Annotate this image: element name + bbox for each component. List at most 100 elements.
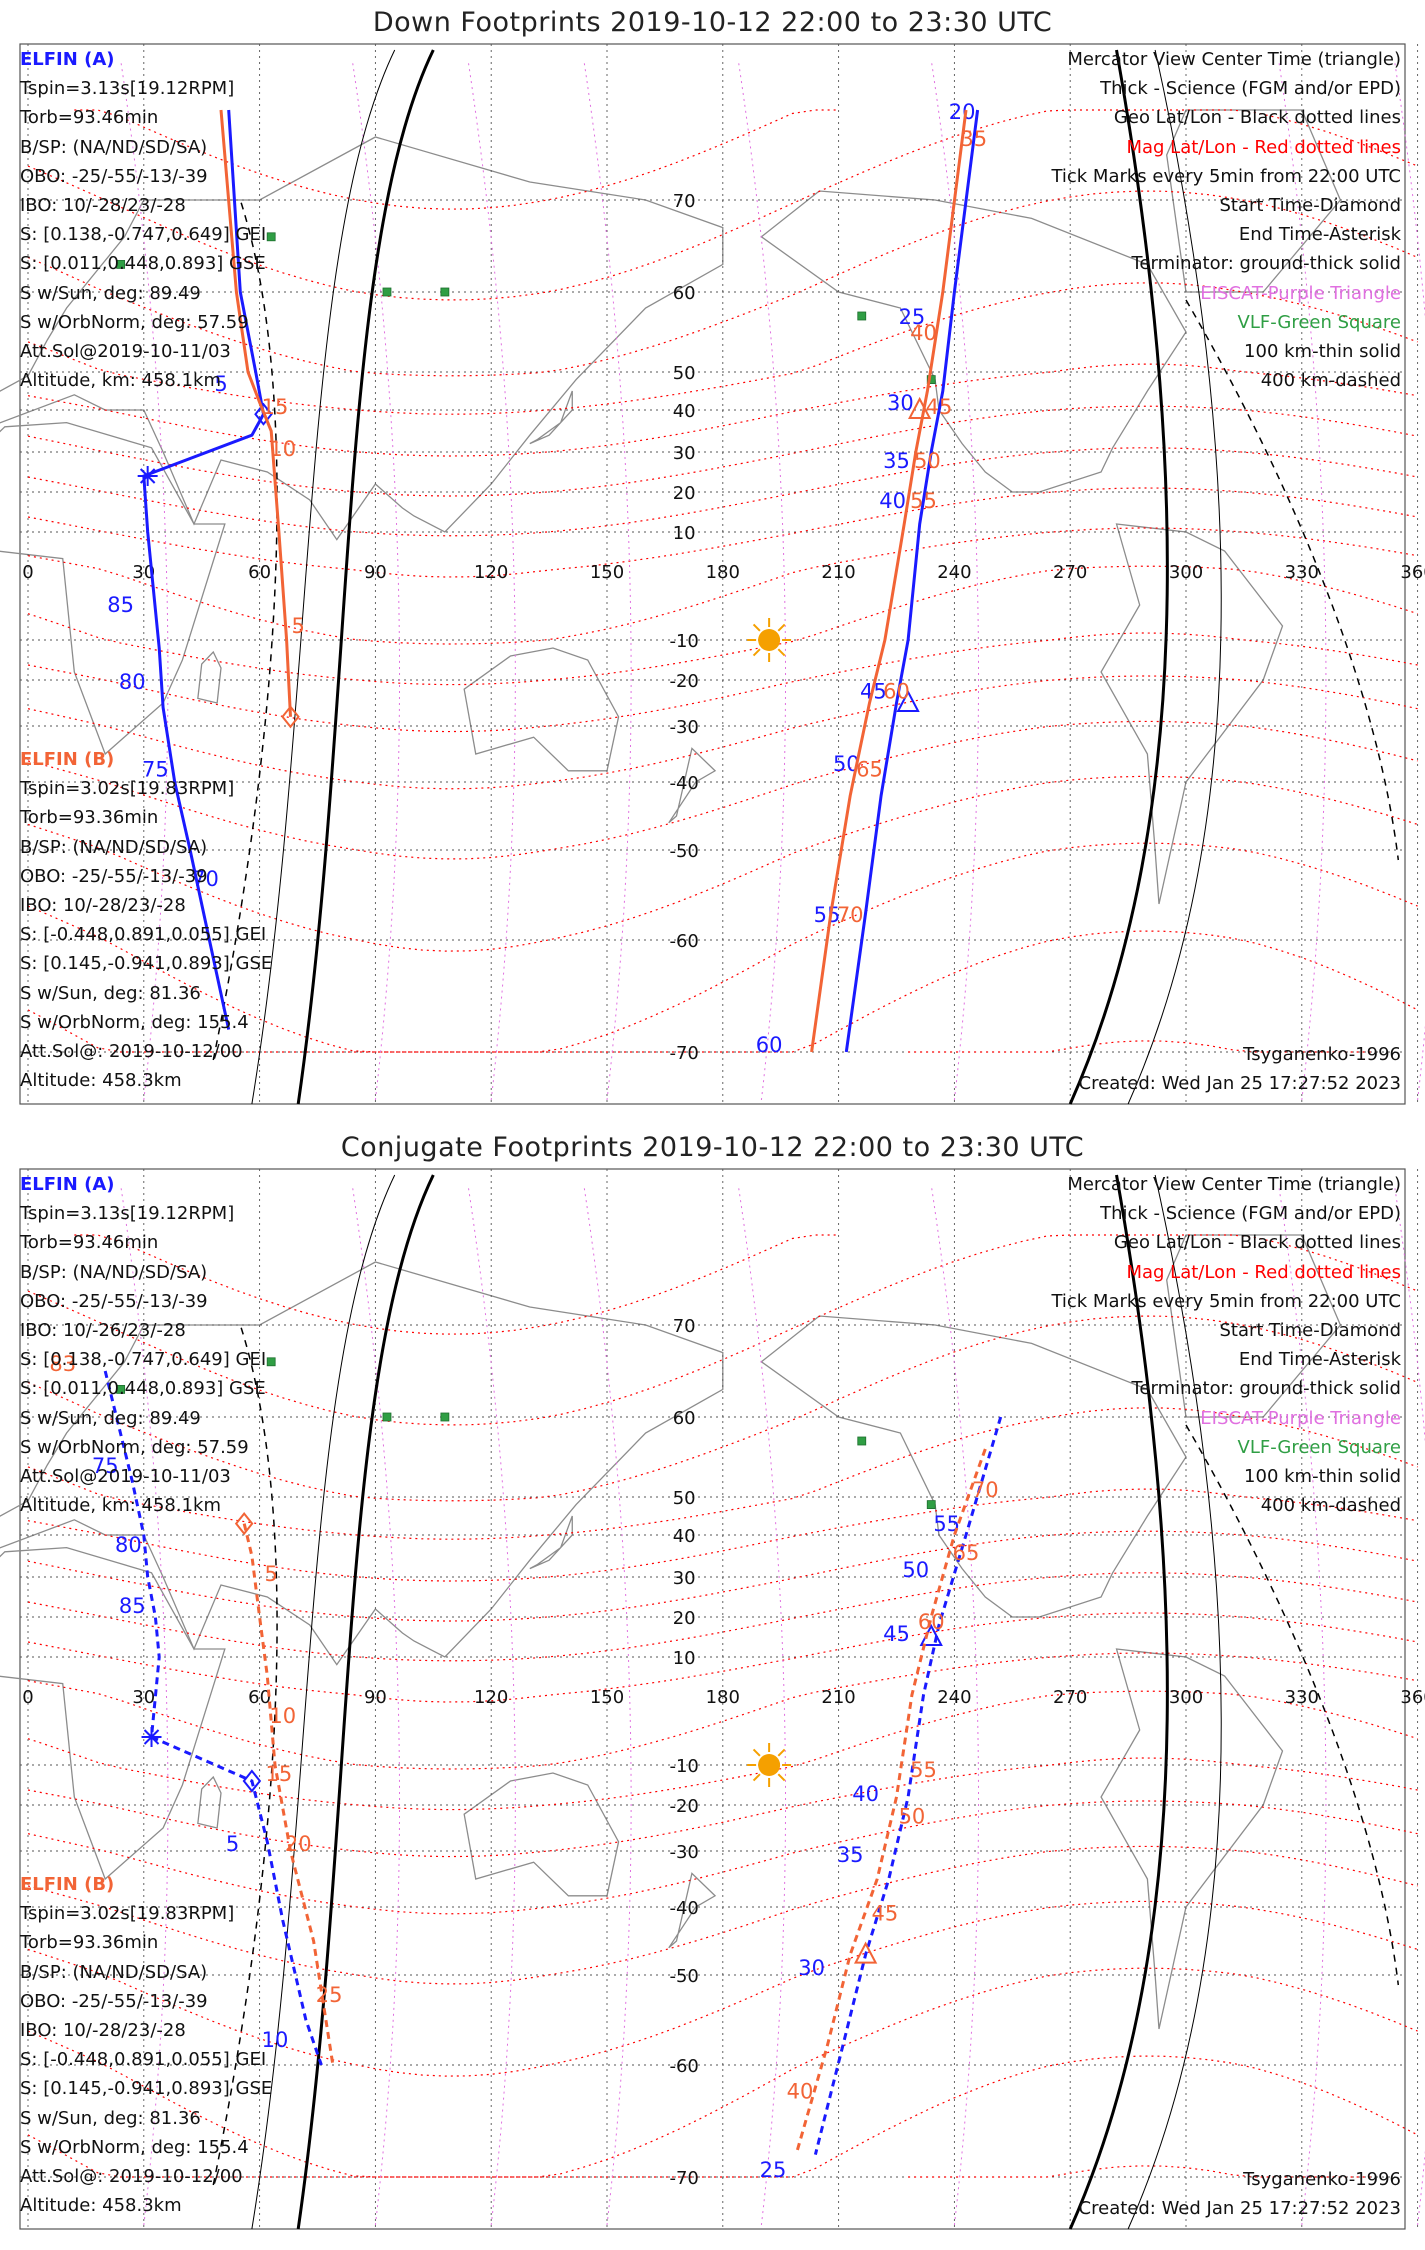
lon-tick-label: 180 bbox=[706, 1687, 740, 1708]
lon-tick-label: 30 bbox=[132, 562, 155, 583]
mag-lat-line bbox=[27, 1690, 1418, 1811]
lat-tick-label: 50 bbox=[673, 363, 696, 384]
mag-meridian bbox=[737, 1184, 787, 2226]
terminator-thick bbox=[296, 49, 435, 1105]
lon-tick-label: 360 bbox=[1400, 562, 1425, 583]
mag-meridian bbox=[120, 1184, 169, 2226]
legend-center-time: Mercator View Center Time (triangle) bbox=[1067, 1174, 1401, 1195]
conjugate-footprints-panel: Conjugate Footprints 2019-10-12 22:00 to… bbox=[0, 1125, 1425, 2250]
lon-tick-label: 0 bbox=[22, 562, 33, 583]
vlf-square bbox=[116, 1384, 126, 1394]
lat-tick-label: 10 bbox=[673, 523, 696, 544]
mag-meridians bbox=[120, 1184, 1425, 2226]
terminator-thick bbox=[296, 1174, 435, 2230]
map-frame bbox=[19, 43, 1406, 1105]
track-line bbox=[810, 109, 968, 1053]
created-label: Created: Wed Jan 25 17:27:52 2023 bbox=[1078, 1073, 1401, 1094]
tick-label: 5 bbox=[226, 1832, 239, 1856]
vlf-square bbox=[116, 259, 126, 269]
mag-lat-line bbox=[27, 1652, 1418, 1770]
mag-lat-line bbox=[27, 282, 1418, 415]
mag-lat-line bbox=[27, 405, 1418, 497]
elfin-a-s-orb: S w/OrbNorm, deg: 57.59 bbox=[20, 311, 249, 333]
lat-tick-label: -60 bbox=[669, 931, 698, 952]
tick-label: 70 bbox=[192, 867, 219, 891]
elfin-a-tspin: Tspin=3.13s[19.12RPM] bbox=[20, 1203, 235, 1225]
sun-ray bbox=[752, 648, 761, 657]
lat-tick-label: -50 bbox=[669, 1966, 698, 1987]
legend-end: End Time-Asterisk bbox=[1238, 224, 1401, 246]
track-line bbox=[219, 109, 292, 717]
lon-tick-label: 360 bbox=[1400, 1687, 1425, 1708]
legend-vlf: VLF-Green Square bbox=[1237, 311, 1401, 333]
mag-lat-line bbox=[27, 1407, 1418, 1540]
elfin-a-bsp: B/SP: (NA/ND/SD/SA) bbox=[20, 1261, 208, 1283]
tick-label: 30 bbox=[887, 391, 914, 415]
created-label: Created: Wed Jan 25 17:27:52 2023 bbox=[1078, 2198, 1401, 2219]
track-elfin-b: 15 10 5 bbox=[219, 109, 305, 729]
lat-tick-label: 60 bbox=[673, 1408, 696, 1429]
vlf-square bbox=[266, 232, 276, 242]
legend-center-time: Mercator View Center Time (triangle) bbox=[1067, 49, 1401, 70]
legend-start: Start Time-Diamond bbox=[1219, 1319, 1401, 1341]
legend-ticks: Tick Marks every 5min from 22:00 UTC bbox=[1051, 165, 1401, 187]
vlf-square bbox=[382, 287, 392, 297]
lon-tick-label: 90 bbox=[364, 1687, 387, 1708]
panel-title: Conjugate Footprints 2019-10-12 22:00 to… bbox=[340, 1132, 1085, 1163]
elfin-b-title: ELFIN (B) bbox=[20, 749, 115, 770]
model-label: Tsyganenko-1996 bbox=[1243, 1044, 1401, 1065]
lon-tick-label: 0 bbox=[22, 1687, 33, 1708]
lat-tick-label: -10 bbox=[669, 1756, 698, 1777]
elfin-a-torb: Torb=93.46min bbox=[20, 107, 159, 129]
start-diamond bbox=[281, 705, 300, 729]
lon-tick-label: 300 bbox=[1169, 1687, 1203, 1708]
tick-label: 60 bbox=[883, 679, 910, 703]
lon-tick-label: 270 bbox=[1053, 562, 1087, 583]
elfin-a-title: ELFIN (A) bbox=[20, 1174, 115, 1195]
elfin-b-tspin: Tspin=3.02s[19.83RPM] bbox=[20, 1903, 235, 1925]
end-asterisk bbox=[143, 1729, 160, 1745]
terminator-100km bbox=[251, 1174, 396, 2230]
elfin-b-s-gse: S: [0.145,-0.941,0.893] GSE bbox=[20, 2078, 273, 2100]
land-4 bbox=[1100, 1648, 1284, 2030]
sun-disc bbox=[758, 629, 781, 651]
elfin-b-title: ELFIN (B) bbox=[20, 1874, 115, 1895]
terminator-400km bbox=[1185, 299, 1400, 861]
legend-mag: Mag Lat/Lon - Red dotted lines bbox=[1126, 136, 1401, 158]
elfin-a-alt: Altitude, km: 458.1km bbox=[20, 1495, 222, 1517]
tick-label: 40 bbox=[879, 489, 906, 513]
tick-label: 50 bbox=[902, 1558, 929, 1582]
mag-meridian bbox=[737, 59, 787, 1101]
lat-tick-label: 30 bbox=[673, 443, 696, 464]
tick-label: 70 bbox=[972, 1478, 999, 1502]
tick-label: 25 bbox=[899, 305, 926, 329]
vlf-square bbox=[857, 311, 867, 321]
center-triangle bbox=[853, 1941, 878, 1964]
land-0 bbox=[0, 421, 226, 756]
elfin-b-alt: Altitude: 458.3km bbox=[20, 2195, 182, 2217]
elfin-a-s-gei: S: [0.138,-0.747,0.649] GEI bbox=[20, 224, 267, 246]
elfin-b-s-gei: S: [-0.448,0.891,0.055] GEI bbox=[20, 2049, 267, 2071]
tick-label: 85 bbox=[119, 1594, 146, 1618]
land-2 bbox=[463, 647, 620, 772]
tick-label: 80 bbox=[119, 670, 146, 694]
terminator-100km bbox=[1127, 1174, 1222, 2230]
tick-label: 60 bbox=[756, 1033, 783, 1057]
lat-tick-label: -30 bbox=[669, 717, 698, 738]
land-8 bbox=[529, 390, 573, 445]
legend-eiscat: EISCAT-Purple Triangle bbox=[1200, 282, 1401, 304]
mag-meridian bbox=[351, 59, 401, 1101]
lon-tick-label: 150 bbox=[590, 562, 624, 583]
mag-lat-line bbox=[27, 1800, 1418, 1915]
elfin-b-s-gse: S: [0.145,-0.941,0.893] GSE bbox=[20, 953, 273, 975]
land-7 bbox=[668, 747, 717, 824]
center-triangle bbox=[896, 689, 920, 712]
sun-ray bbox=[752, 1748, 761, 1757]
track-elfin-a: 75 80 85 5 10 bbox=[92, 1370, 323, 2066]
lon-tick-label: 60 bbox=[248, 562, 271, 583]
lat-tick-label: -20 bbox=[669, 1796, 698, 1817]
tick-label: 45 bbox=[872, 1902, 899, 1926]
elfin-a-s-sun: S w/Sun, deg: 89.49 bbox=[20, 1407, 201, 1429]
mag-meridian bbox=[467, 59, 516, 1101]
sun-ray bbox=[752, 1773, 761, 1782]
